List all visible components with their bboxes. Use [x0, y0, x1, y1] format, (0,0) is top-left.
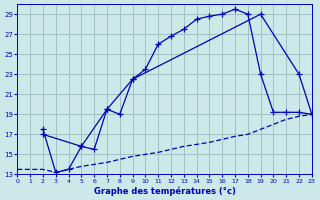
- X-axis label: Graphe des températures (°c): Graphe des températures (°c): [94, 186, 236, 196]
